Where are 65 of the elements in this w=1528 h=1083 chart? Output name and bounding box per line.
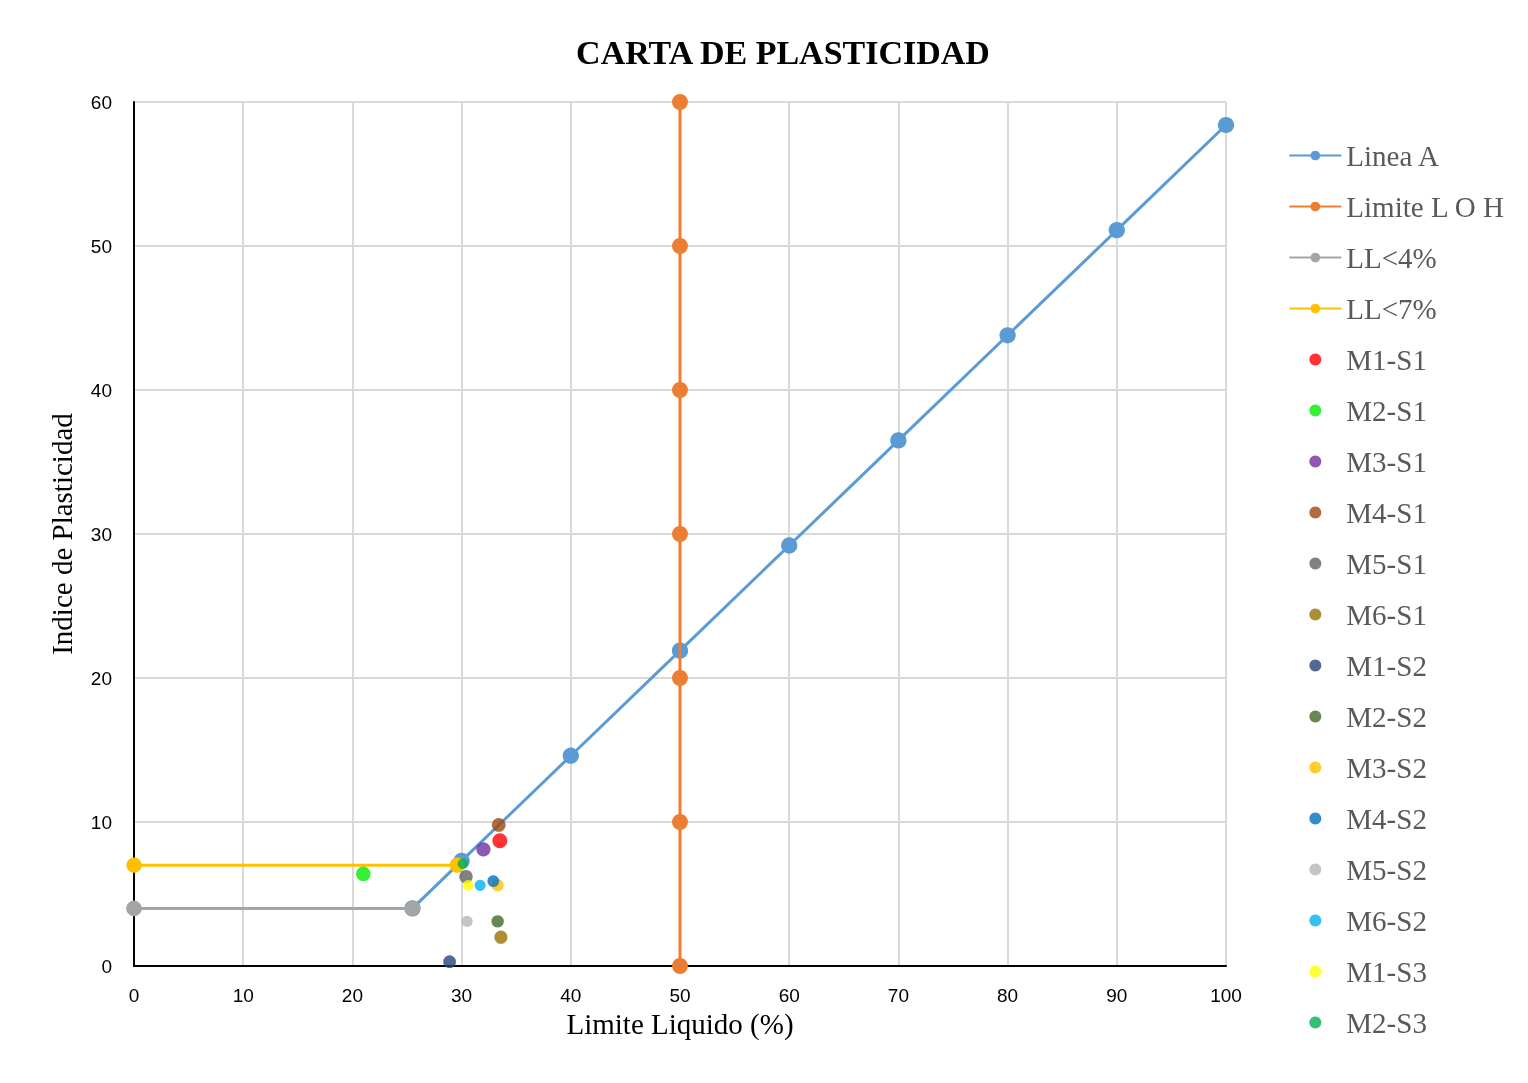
legend-label: M2-S2 [1346,700,1427,733]
x-tick-label: 80 [997,985,1019,1006]
legend-label: Limite L O H [1346,190,1504,223]
legend-label: M6-S2 [1346,904,1427,937]
legend-label: M4-S2 [1346,802,1427,835]
point [672,382,688,398]
point [1108,222,1125,239]
point [491,817,506,832]
point [492,833,508,849]
legend-label: M3-S1 [1346,445,1427,478]
point [356,866,371,882]
y-tick-label: 10 [90,811,112,833]
point [672,814,688,830]
legend-label: LL<7% [1346,292,1437,325]
y-tick-label: 30 [90,523,112,545]
point [562,747,579,764]
x-tick-label: 90 [1106,985,1128,1006]
point [443,955,456,969]
x-tick-label: 30 [451,985,473,1006]
point [672,958,688,974]
x-tick-label: 50 [669,985,691,1006]
legend-label: M4-S1 [1346,496,1427,529]
point [474,879,486,891]
legend-label: M6-S1 [1346,598,1427,631]
point [494,930,508,944]
legend-label: M2-S3 [1346,1006,1427,1039]
x-tick-label: 70 [887,985,909,1006]
legend-label: M1-S3 [1346,955,1427,988]
x-tick-label: 20 [341,985,363,1006]
legend-label: LL<4% [1346,241,1437,274]
legend-label: M1-S1 [1346,343,1427,376]
point [476,842,491,857]
x-tick-label: 10 [232,985,254,1006]
y-tick-label: 50 [90,235,112,257]
chart-title: CARTA DE PLASTICIDAD [576,33,990,71]
y-axis-title: Indice de Plasticidad [45,412,78,655]
y-tick-label: 40 [90,379,112,401]
legend-label: Linea A [1346,139,1439,172]
x-tick-label: 40 [560,985,582,1006]
x-tick-label: 60 [778,985,800,1006]
legend-label: M5-S1 [1346,547,1427,580]
point [461,915,473,928]
point [487,875,500,887]
y-tick-label: 0 [101,955,112,977]
point [1217,116,1235,134]
x-axis-title: Limite Liquido (%) [566,1008,794,1042]
legend-label: M2-S1 [1346,394,1427,427]
legend-label: M5-S2 [1346,853,1427,886]
point [890,432,907,449]
y-tick-label: 60 [90,91,112,113]
point [462,880,474,891]
point [126,900,142,917]
point [672,670,688,686]
y-tick-label: 20 [90,667,112,689]
point [672,94,688,110]
point [781,537,798,554]
point [491,915,504,928]
x-tick-label: 100 [1210,985,1242,1006]
point [126,857,142,873]
legend-label: M3-S2 [1346,751,1427,784]
point [672,238,688,254]
x-tick-label: 0 [128,985,140,1006]
legend-label: M1-S2 [1346,649,1427,682]
point [999,327,1016,344]
point [672,526,688,542]
